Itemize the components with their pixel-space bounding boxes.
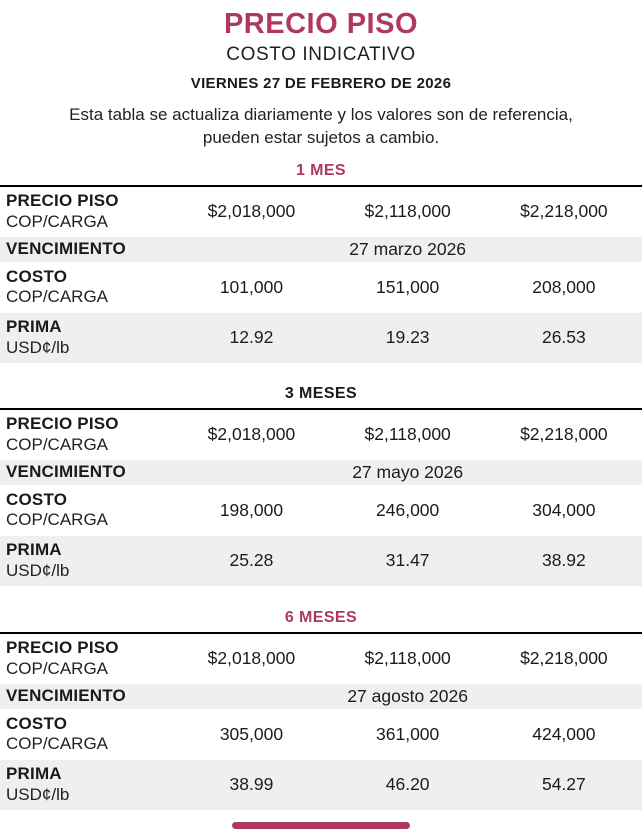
prima-value: 12.92 <box>229 327 274 348</box>
row-unit: COP/CARGA <box>6 658 109 678</box>
date-value: 27 marzo 2026 <box>349 238 467 259</box>
period-header: 6 MESES <box>284 608 358 626</box>
price-value: $2,018,000 <box>207 201 296 222</box>
page-title: PRECIO PISO <box>223 8 419 40</box>
cost-value: 101,000 <box>219 276 284 297</box>
row-label-cell: PRIMA USD¢/lb <box>0 313 173 363</box>
prima-value: 38.92 <box>541 550 586 571</box>
row-label: COSTO <box>6 713 68 733</box>
row-unit: USD¢/lb <box>6 560 70 580</box>
price-value: $2,118,000 <box>364 648 451 669</box>
row-label-cell: COSTO COP/CARGA <box>0 262 173 313</box>
row-unit: COP/CARGA <box>6 434 109 454</box>
row-label: PRIMA <box>6 764 62 784</box>
row-label: PRIMA <box>6 540 62 560</box>
row-label-cell: VENCIMIENTO <box>0 460 173 485</box>
prima-value: 25.28 <box>229 550 274 571</box>
disclaimer-line-1: Esta tabla se actualiza diariamente y lo… <box>69 104 573 124</box>
cost-value: 246,000 <box>376 499 440 520</box>
section-1-mes: 1 MES PRECIO PISO COP/CARGA $2,018,000 $… <box>0 150 642 363</box>
table-row-prima: PRIMA USD¢/lb 25.28 31.47 38.92 <box>0 535 642 586</box>
section-3-meses: 3 MESES PRECIO PISO COP/CARGA $2,018,000… <box>0 363 642 586</box>
row-label-cell: COSTO COP/CARGA <box>0 485 173 536</box>
row-label: PRECIO PISO <box>6 191 119 211</box>
table-row-costo: COSTO COP/CARGA 101,000 151,000 208,000 <box>0 262 642 313</box>
price-table: PRECIO PISO COP/CARGA $2,018,000 $2,118,… <box>0 631 642 810</box>
price-value: $2,218,000 <box>520 424 608 445</box>
prima-value: 26.53 <box>541 327 586 348</box>
table-row-costo: COSTO COP/CARGA 198,000 246,000 304,000 <box>0 485 642 536</box>
date-value: 27 agosto 2026 <box>347 685 468 706</box>
table-row-prima: PRIMA USD¢/lb 38.99 46.20 54.27 <box>0 759 642 810</box>
row-unit: COP/CARGA <box>6 734 109 754</box>
table-row-precio-piso: PRECIO PISO COP/CARGA $2,018,000 $2,118,… <box>0 633 642 684</box>
price-value: $2,118,000 <box>364 424 451 445</box>
section-6-meses: 6 MESES PRECIO PISO COP/CARGA $2,018,000… <box>0 586 642 810</box>
row-label-cell: VENCIMIENTO <box>0 237 173 262</box>
row-label-cell: PRECIO PISO COP/CARGA <box>0 409 173 460</box>
table-row-costo: COSTO COP/CARGA 305,000 361,000 424,000 <box>0 709 642 760</box>
price-value: $2,018,000 <box>207 424 296 445</box>
cost-value: 305,000 <box>219 723 284 744</box>
row-label-cell: PRECIO PISO COP/CARGA <box>0 633 173 684</box>
page-subtitle: COSTO INDICATIVO <box>226 43 416 65</box>
date-line: VIERNES 27 DE FEBRERO DE 2026 <box>190 74 452 92</box>
row-label: COSTO <box>6 266 68 286</box>
cost-value: 424,000 <box>532 723 596 744</box>
cost-value: 361,000 <box>376 723 440 744</box>
table-row-vencimiento: VENCIMIENTO 27 marzo 2026 <box>0 236 642 262</box>
prima-value: 54.27 <box>541 774 586 795</box>
prima-value: 31.47 <box>385 550 430 571</box>
cost-value: 208,000 <box>532 276 596 297</box>
price-value: $2,218,000 <box>520 201 608 222</box>
cost-value: 151,000 <box>376 276 440 297</box>
row-label: VENCIMIENTO <box>6 239 126 259</box>
row-label: VENCIMIENTO <box>6 462 126 482</box>
row-unit: COP/CARGA <box>6 287 109 307</box>
table-row-vencimiento: VENCIMIENTO 27 mayo 2026 <box>0 459 642 485</box>
period-header: 1 MES <box>295 161 346 179</box>
price-value: $2,018,000 <box>207 648 296 669</box>
price-value: $2,218,000 <box>520 648 608 669</box>
page-header: PRECIO PISO COSTO INDICATIVO VIERNES 27 … <box>0 0 642 150</box>
row-label-cell: VENCIMIENTO <box>0 684 173 709</box>
footer-accent-bar <box>232 821 410 829</box>
disclaimer-line-2: pueden estar sujetos a cambio. <box>202 128 440 148</box>
disclaimer-text: Esta tabla se actualiza diariamente y lo… <box>0 103 642 150</box>
prima-value: 46.20 <box>385 774 430 795</box>
prima-value: 19.23 <box>385 327 430 348</box>
table-row-prima: PRIMA USD¢/lb 12.92 19.23 26.53 <box>0 312 642 363</box>
row-label: VENCIMIENTO <box>6 686 126 706</box>
table-row-precio-piso: PRECIO PISO COP/CARGA $2,018,000 $2,118,… <box>0 409 642 460</box>
row-label-cell: COSTO COP/CARGA <box>0 709 173 760</box>
row-unit: USD¢/lb <box>6 784 70 804</box>
row-label: PRECIO PISO <box>6 638 119 658</box>
row-label-cell: PRIMA USD¢/lb <box>0 536 173 586</box>
row-unit: COP/CARGA <box>6 211 109 231</box>
row-label: PRIMA <box>6 317 62 337</box>
row-label-cell: PRECIO PISO COP/CARGA <box>0 186 173 237</box>
cost-value: 304,000 <box>532 499 596 520</box>
price-table: PRECIO PISO COP/CARGA $2,018,000 $2,118,… <box>0 407 642 586</box>
date-value: 27 mayo 2026 <box>352 461 464 482</box>
row-unit: COP/CARGA <box>6 510 109 530</box>
price-value: $2,118,000 <box>364 201 451 222</box>
prima-value: 38.99 <box>229 774 274 795</box>
table-row-vencimiento: VENCIMIENTO 27 agosto 2026 <box>0 683 642 709</box>
cost-value: 198,000 <box>219 499 284 520</box>
row-label: PRECIO PISO <box>6 414 119 434</box>
row-label-cell: PRIMA USD¢/lb <box>0 760 173 810</box>
period-header: 3 MESES <box>284 384 358 402</box>
row-unit: USD¢/lb <box>6 337 70 357</box>
row-label: COSTO <box>6 489 68 509</box>
price-table: PRECIO PISO COP/CARGA $2,018,000 $2,118,… <box>0 184 642 363</box>
table-row-precio-piso: PRECIO PISO COP/CARGA $2,018,000 $2,118,… <box>0 186 642 237</box>
